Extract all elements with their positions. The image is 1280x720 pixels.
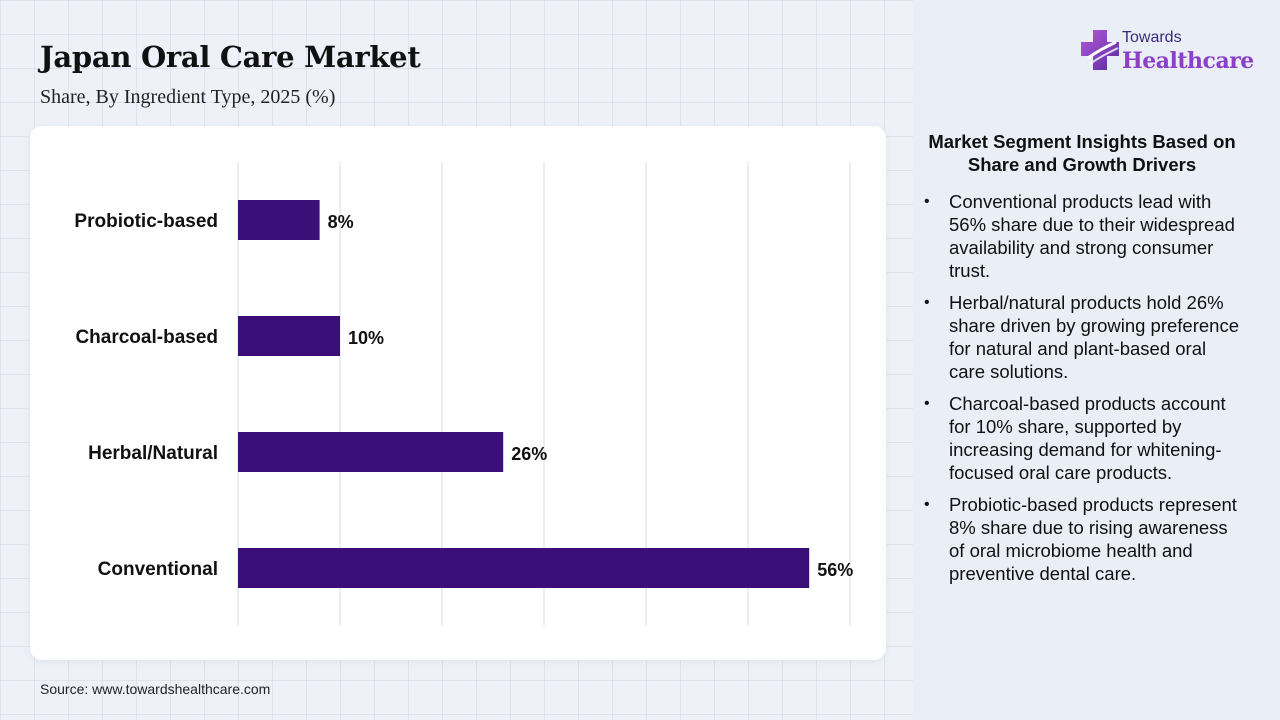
data-label: 56% (817, 560, 853, 580)
insight-item: Probiotic-based products represent 8% sh… (922, 493, 1244, 585)
insight-item: Charcoal-based products account for 10% … (922, 392, 1244, 484)
data-label: 10% (348, 328, 384, 348)
category-label: Probiotic-based (74, 211, 218, 232)
bar (238, 432, 504, 472)
category-label: Charcoal-based (75, 327, 218, 348)
category-label: Herbal/Natural (88, 443, 218, 464)
insights-title: Market Segment Insights Based on Share a… (928, 131, 1236, 175)
insight-item: Conventional products lead with 56% shar… (922, 190, 1244, 282)
insights-list: Conventional products lead with 56% shar… (922, 190, 1244, 594)
source-note: Source: www.towardshealthcare.com (40, 681, 271, 697)
brand-name-top: Towards (1122, 29, 1182, 46)
insight-item: Herbal/natural products hold 26% share d… (922, 291, 1244, 383)
chart-title: Japan Oral Care Market (40, 40, 421, 74)
medical-cross-icon (1081, 30, 1119, 70)
bar-chart: Probiotic-based 8% Charcoal-based 10% Herbal… (74, 162, 853, 626)
data-label: 26% (511, 444, 547, 464)
brand-logo: Towards Healthcare (1080, 26, 1260, 78)
bar (238, 200, 320, 240)
chart-subtitle: Share, By Ingredient Type, 2025 (%) (40, 86, 336, 108)
chart-card: Probiotic-based 8% Charcoal-based 10% Herbal… (30, 126, 886, 660)
category-label: Conventional (98, 559, 218, 580)
brand-name-bottom: Healthcare (1122, 48, 1254, 74)
data-label: 8% (328, 212, 354, 232)
bar (238, 316, 340, 356)
bar (238, 548, 810, 588)
